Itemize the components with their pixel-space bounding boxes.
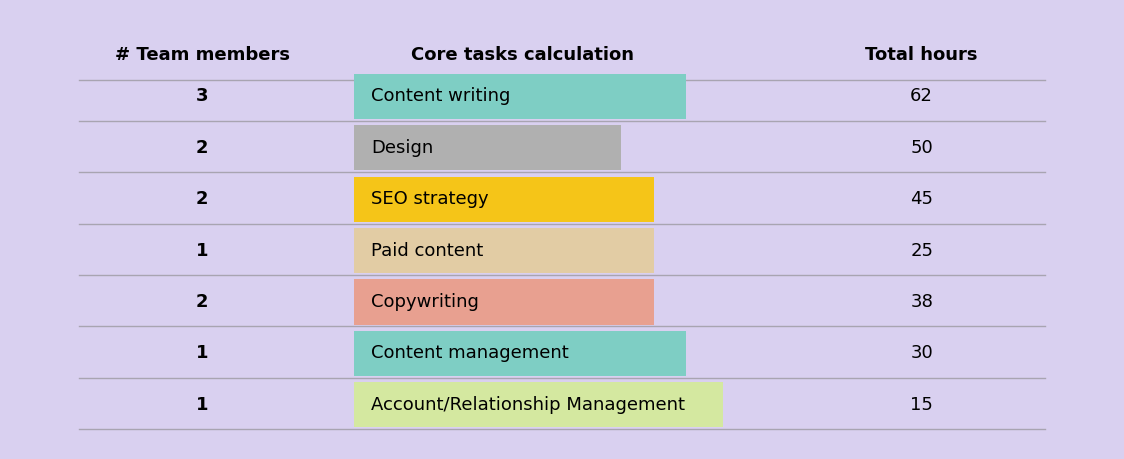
Text: 62: 62 (910, 87, 933, 106)
Text: 50: 50 (910, 139, 933, 157)
Text: 25: 25 (910, 241, 933, 260)
Text: Account/Relationship Management: Account/Relationship Management (371, 396, 685, 414)
Text: Content writing: Content writing (371, 87, 510, 106)
Text: SEO strategy: SEO strategy (371, 190, 489, 208)
Text: 1: 1 (196, 344, 209, 363)
Text: Design: Design (371, 139, 433, 157)
Text: Copywriting: Copywriting (371, 293, 479, 311)
FancyBboxPatch shape (354, 382, 723, 427)
FancyBboxPatch shape (354, 331, 686, 376)
Text: Total hours: Total hours (865, 46, 978, 64)
Text: 30: 30 (910, 344, 933, 363)
Text: Paid content: Paid content (371, 241, 483, 260)
Text: 45: 45 (910, 190, 933, 208)
Text: 38: 38 (910, 293, 933, 311)
Text: 15: 15 (910, 396, 933, 414)
FancyBboxPatch shape (354, 74, 686, 119)
Text: 1: 1 (196, 396, 209, 414)
FancyBboxPatch shape (354, 177, 654, 222)
FancyBboxPatch shape (354, 125, 622, 170)
FancyBboxPatch shape (354, 228, 654, 273)
Text: 2: 2 (196, 190, 209, 208)
Text: Core tasks calculation: Core tasks calculation (411, 46, 634, 64)
Text: 1: 1 (196, 241, 209, 260)
Text: Content management: Content management (371, 344, 569, 363)
Text: # Team members: # Team members (115, 46, 290, 64)
Text: 2: 2 (196, 293, 209, 311)
Text: 2: 2 (196, 139, 209, 157)
Text: 3: 3 (196, 87, 209, 106)
FancyBboxPatch shape (354, 280, 654, 325)
